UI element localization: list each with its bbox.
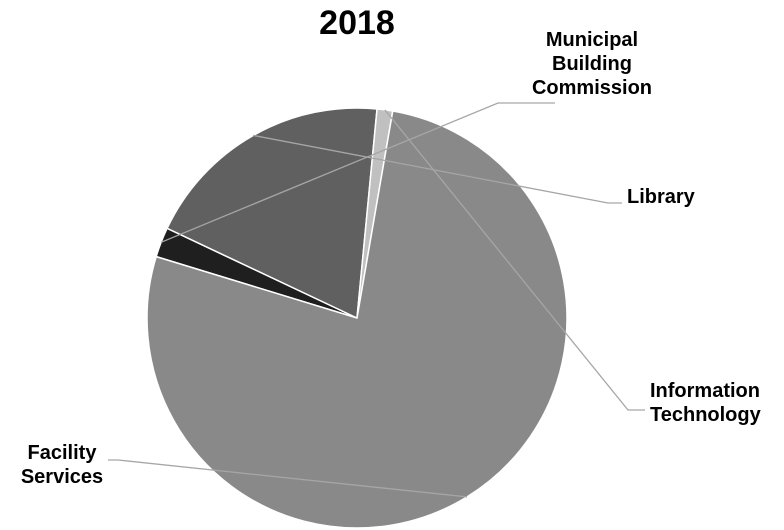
leader-line-library	[253, 134, 622, 204]
leader-line-information-technology	[384, 109, 645, 411]
chart-title: 2018	[319, 4, 395, 42]
pie-slices	[146, 107, 568, 529]
slice-label-library: Library	[627, 186, 696, 208]
leader-line-municipal-building-commission	[160, 102, 555, 243]
leader-line-facility-services	[108, 459, 468, 498]
slice-label-municipal-building-commission: Municipal Building Commission	[532, 29, 652, 99]
slice-label-facility-services: Facility Services	[21, 442, 103, 488]
slice-labels: Municipal Building Commission Library Inform…	[21, 29, 762, 488]
slice-label-information-technology: Information Technology	[650, 380, 762, 426]
leader-lines	[108, 102, 645, 498]
